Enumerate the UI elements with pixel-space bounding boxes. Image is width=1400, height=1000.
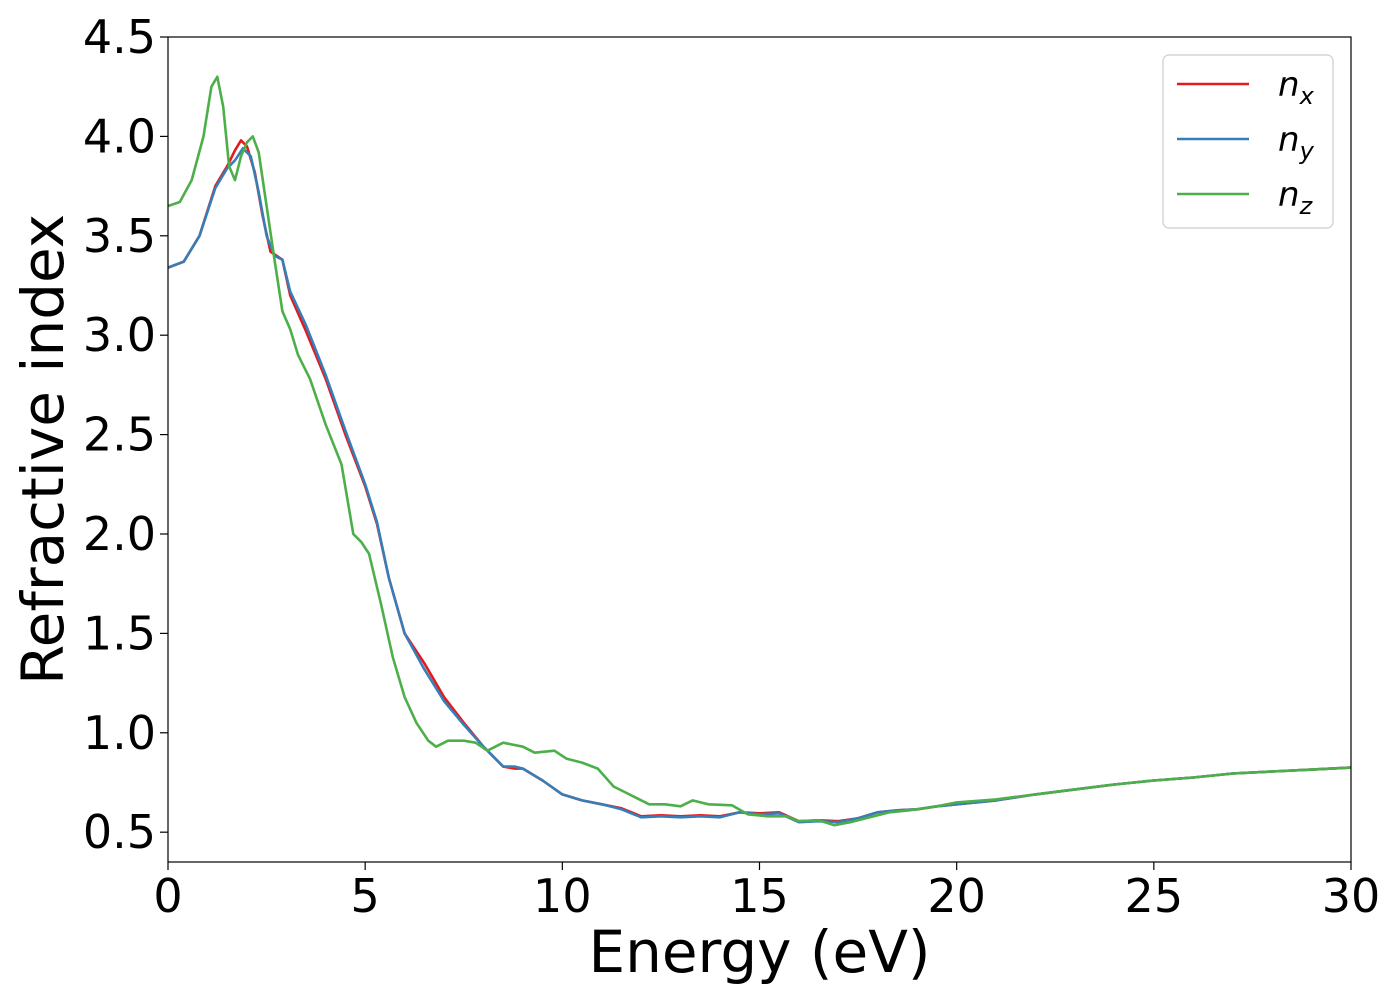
- x-axis-label: Energy (eV): [588, 918, 930, 986]
- x-tick-label: 0: [153, 869, 182, 923]
- plot-area: [168, 75, 1351, 827]
- x-tick-label: 30: [1322, 869, 1381, 923]
- y-tick-label: 1.5: [83, 606, 156, 660]
- y-tick-label: 3.0: [83, 308, 156, 362]
- y-tick-label: 2.0: [83, 507, 156, 561]
- x-tick-label: 15: [730, 869, 789, 923]
- legend-label-ny: ny: [1278, 120, 1315, 165]
- series-line-nz: [168, 75, 1351, 827]
- legend: nx ny nz: [1162, 54, 1334, 229]
- y-tick-label: 3.5: [83, 209, 156, 263]
- x-axis: 0 5 10 15 20 25 30: [153, 862, 1380, 923]
- legend-label-nz: nz: [1278, 175, 1314, 220]
- x-tick-label: 20: [927, 869, 986, 923]
- y-tick-label: 1.0: [83, 706, 156, 760]
- legend-label-nx: nx: [1278, 65, 1315, 110]
- y-tick-label: 2.5: [83, 408, 156, 462]
- x-tick-label: 10: [533, 869, 592, 923]
- y-tick-label: 4.5: [83, 10, 156, 64]
- y-tick-label: 0.5: [83, 805, 156, 859]
- y-axis-label: Refractive index: [9, 214, 77, 685]
- x-tick-label: 25: [1125, 869, 1184, 923]
- y-axis: 0.5 1.0 1.5 2.0 2.5 3.0 3.5 4.0 4.5: [83, 10, 168, 859]
- y-tick-label: 4.0: [83, 109, 156, 163]
- legend-box: [1162, 54, 1334, 229]
- x-tick-label: 5: [351, 869, 380, 923]
